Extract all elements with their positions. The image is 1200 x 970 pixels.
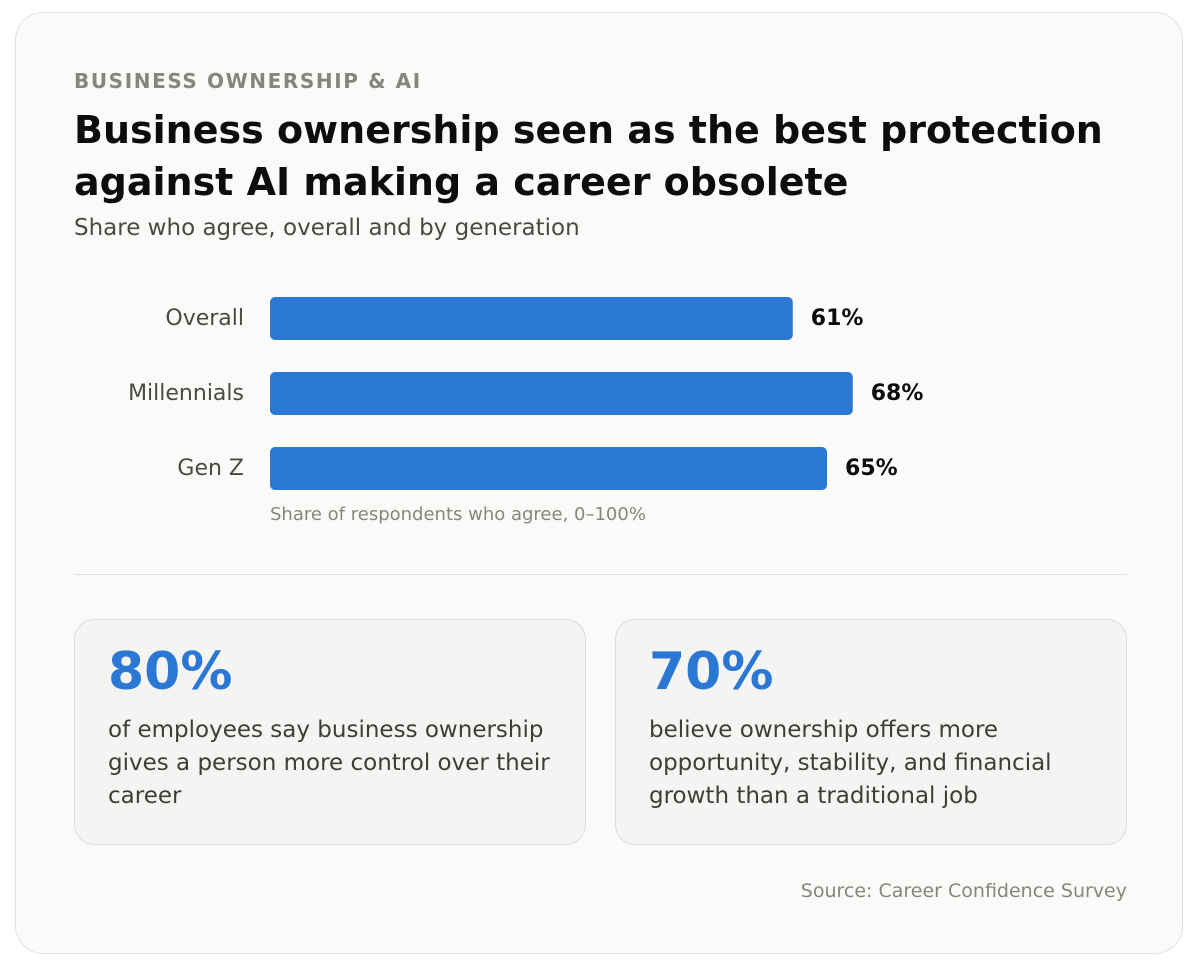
axis-note: Share of respondents who agree, 0–100%	[270, 504, 646, 525]
value-label: 65%	[845, 456, 898, 481]
stat-value: 70%	[649, 642, 774, 702]
stat-card-control: 80% of employees say business ownership …	[74, 619, 586, 845]
stat-description: of employees say business ownership give…	[108, 717, 550, 809]
stat-description: believe ownership offers more opportunit…	[649, 717, 1052, 809]
bar	[270, 297, 793, 340]
category-label: Overall	[165, 306, 244, 331]
chart-subtitle: Share who agree, overall and by generati…	[74, 215, 580, 241]
stat-card-opportunity: 70% believe ownership offers more opport…	[615, 619, 1127, 845]
value-label: 68%	[871, 381, 924, 406]
chart-title: Business ownership seen as the best prot…	[74, 108, 1103, 204]
bar	[270, 447, 828, 490]
bar	[270, 372, 853, 415]
category-label: Millennials	[128, 381, 244, 406]
divider	[74, 574, 1127, 575]
bar-chart: Overall 61% Millennials 68% Gen Z 65%	[128, 297, 924, 490]
source-note: Source: Career Confidence Survey	[800, 880, 1127, 902]
category-label: Gen Z	[177, 456, 244, 481]
stat-value: 80%	[108, 642, 233, 702]
kicker: BUSINESS OWNERSHIP & AI	[74, 69, 422, 93]
value-label: 61%	[811, 306, 864, 331]
